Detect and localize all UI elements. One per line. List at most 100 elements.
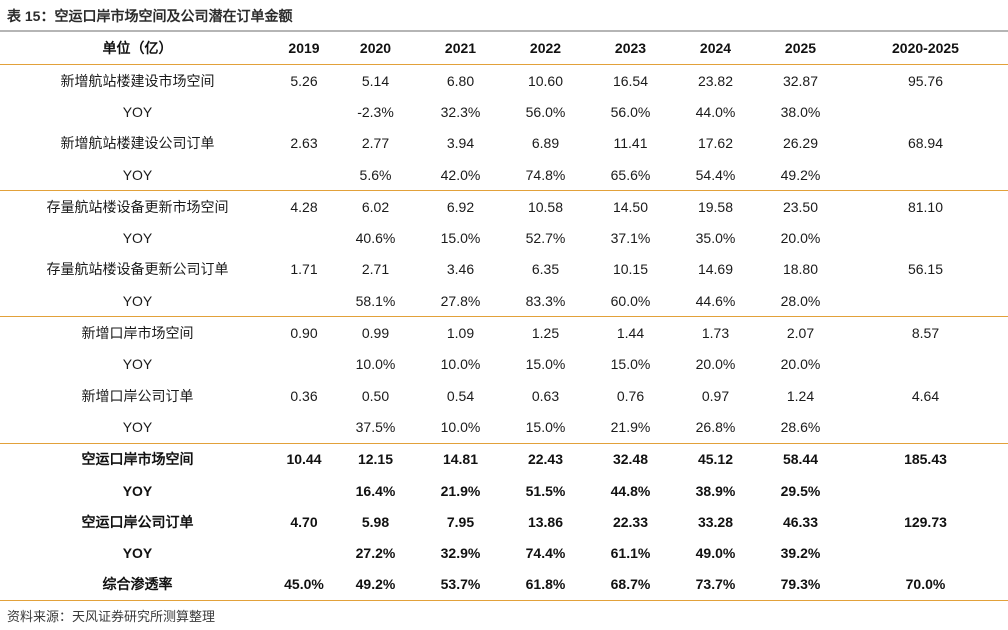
value-cell: 19.58 — [697, 198, 734, 215]
row-label: YOY — [122, 418, 153, 435]
value-cell: 6.02 — [361, 198, 390, 215]
value-cell: 40.6% — [355, 230, 396, 247]
value-cell: 1.44 — [616, 325, 645, 342]
value-cell: 56.0% — [525, 103, 566, 120]
value-cell — [843, 475, 1008, 506]
value-cell: 28.6% — [780, 418, 821, 435]
value-cell: 21.9% — [610, 418, 651, 435]
row-label: YOY — [122, 103, 153, 120]
value-cell: 15.0% — [610, 356, 651, 373]
value-cell: 5.26 — [290, 72, 318, 89]
value-cell: 0.99 — [361, 325, 390, 342]
value-cell: 51.5% — [525, 482, 566, 499]
value-cell: 23.50 — [782, 198, 819, 215]
value-cell: 23.82 — [697, 72, 734, 89]
header-cell: 2022 — [529, 40, 562, 56]
table-row: 存量航站楼设备更新公司订单 1.71 2.71 3.46 6.35 10.15 14.69 1… — [0, 254, 1008, 285]
value-cell: 14.81 — [442, 451, 479, 468]
table-row: YOY 16.4% 21.9% 51.5% 44.8% 38.9% 29.5% — [0, 475, 1008, 506]
value-cell: 26.29 — [782, 135, 819, 152]
value-cell: 18.80 — [782, 261, 819, 278]
value-cell: 20.0% — [780, 356, 821, 373]
group-new-port: 新增口岸市场空间 0.90 0.99 1.09 1.25 1.44 1.73 2.07 8.57… — [0, 317, 1008, 444]
value-cell: 54.4% — [695, 166, 736, 183]
value-cell: 22.33 — [612, 513, 649, 530]
value-cell: 0.50 — [361, 387, 390, 404]
table-row: YOY -2.3% 32.3% 56.0% 56.0% 44.0% 38.0% — [0, 96, 1008, 127]
row-label: 新增航站楼建设市场空间 — [60, 72, 215, 89]
table-row: 存量航站楼设备更新市场空间 4.28 6.02 6.92 10.58 14.50 19.58… — [0, 191, 1008, 223]
value-cell — [275, 349, 333, 380]
value-cell: 15.0% — [525, 356, 566, 373]
value-cell: 5.6% — [359, 166, 392, 183]
value-cell: 28.0% — [780, 292, 821, 309]
value-cell: 74.8% — [525, 166, 566, 183]
value-cell: 8.57 — [911, 325, 940, 342]
value-cell: 14.50 — [612, 198, 649, 215]
table-row: 新增口岸市场空间 0.90 0.99 1.09 1.25 1.44 1.73 2.07 8.57 — [0, 317, 1008, 349]
value-cell: 32.3% — [440, 103, 481, 120]
value-cell — [275, 159, 333, 191]
value-cell: 70.0% — [905, 576, 946, 593]
value-cell: 46.33 — [782, 513, 819, 530]
table-row: 新增口岸公司订单 0.36 0.50 0.54 0.63 0.76 0.97 1.24 4.64 — [0, 380, 1008, 411]
value-cell: 60.0% — [610, 292, 651, 309]
value-cell: 16.4% — [355, 482, 396, 499]
table-row: YOY 58.1% 27.8% 83.3% 60.0% 44.6% 28.0% — [0, 285, 1008, 317]
row-label: 综合渗透率 — [102, 576, 173, 593]
value-cell: 10.44 — [286, 451, 322, 468]
market-table: 单位（亿） 2019 2020 2021 2022 2023 2024 2025… — [0, 32, 1008, 601]
top-rule — [0, 30, 1008, 32]
value-cell — [843, 285, 1008, 317]
value-cell: 14.69 — [697, 261, 734, 278]
value-cell: 5.98 — [361, 513, 390, 530]
value-cell: 39.2% — [780, 545, 821, 562]
value-cell: 5.14 — [361, 72, 390, 89]
value-cell: 44.0% — [695, 103, 736, 120]
value-cell: 2.07 — [786, 325, 815, 342]
value-cell: 56.0% — [610, 103, 651, 120]
value-cell: 10.15 — [612, 261, 649, 278]
value-cell: 3.46 — [446, 261, 475, 278]
value-cell: 29.5% — [780, 482, 821, 499]
row-label: 新增航站楼建设公司订单 — [60, 135, 215, 152]
value-cell: 11.41 — [613, 135, 648, 152]
source-note: 资料来源：天风证券研究所测算整理 — [7, 609, 216, 624]
value-cell: 44.6% — [695, 292, 736, 309]
value-cell: 38.9% — [695, 482, 736, 499]
value-cell: 1.09 — [446, 325, 475, 342]
row-label: YOY — [122, 482, 153, 499]
value-cell: 68.94 — [907, 135, 944, 152]
value-cell: 6.92 — [446, 198, 475, 215]
header-cell: 2023 — [614, 40, 647, 56]
value-cell — [843, 349, 1008, 380]
row-label: YOY — [122, 545, 153, 562]
value-cell: 0.90 — [290, 325, 318, 342]
table-row: 综合渗透率 45.0% 49.2% 53.7% 61.8% 68.7% 73.7% 79.3%… — [0, 569, 1008, 601]
value-cell: 20.0% — [695, 356, 736, 373]
value-cell: 37.1% — [610, 230, 651, 247]
value-cell: 49.2% — [780, 166, 821, 183]
value-cell: 129.73 — [904, 513, 947, 530]
value-cell: 10.0% — [440, 418, 481, 435]
table-caption: 表 15：空运口岸市场空间及公司潜在订单金额 — [7, 8, 293, 24]
value-cell: 15.0% — [440, 230, 481, 247]
header-cell: 单位（亿） — [102, 40, 173, 56]
table-row: YOY 40.6% 15.0% 52.7% 37.1% 35.0% 20.0% — [0, 222, 1008, 253]
value-cell: 74.4% — [525, 545, 566, 562]
value-cell: 0.36 — [290, 387, 318, 404]
value-cell: 0.97 — [701, 387, 730, 404]
value-cell: 4.70 — [290, 513, 318, 530]
value-cell: 37.5% — [355, 418, 396, 435]
row-label: 新增口岸公司订单 — [81, 387, 194, 404]
value-cell: 45.0% — [284, 576, 324, 593]
header-cell: 2020-2025 — [892, 40, 959, 56]
header-cell: 2024 — [699, 40, 732, 56]
value-cell: 10.0% — [355, 356, 396, 373]
value-cell — [843, 96, 1008, 127]
value-cell: 79.3% — [780, 576, 821, 593]
row-label: 新增口岸市场空间 — [81, 325, 194, 342]
value-cell: 2.71 — [361, 261, 390, 278]
value-cell: 1.25 — [531, 325, 560, 342]
value-cell: 20.0% — [780, 230, 821, 247]
